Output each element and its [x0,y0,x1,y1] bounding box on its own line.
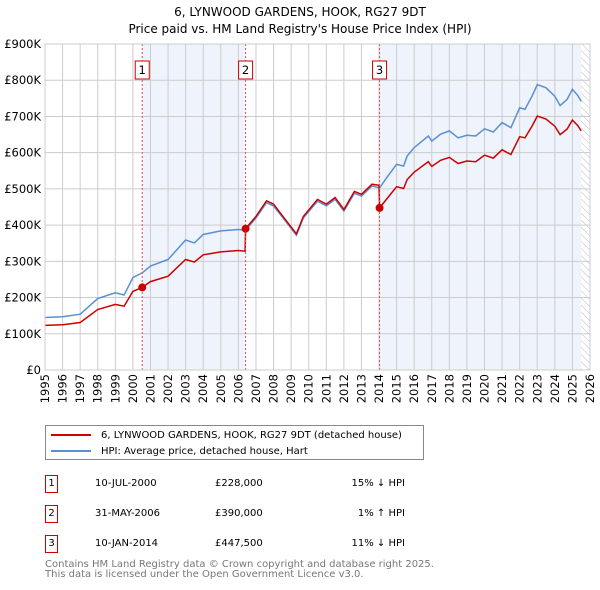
x-tick-label: 2020 [478,374,492,403]
sale-price: £447,500 [215,538,263,549]
x-tick-label: 2011 [319,374,333,403]
x-tick-label: 1995 [38,374,52,403]
x-tick-label: 2018 [442,374,456,403]
sale-label-box [372,60,388,80]
x-tick-label: 2013 [354,374,368,403]
plot-border [44,43,591,371]
x-tick-label: 2001 [143,374,157,403]
sale-row: 3 10-JAN-2014 £447,500 11% ↓ HPI [45,535,445,555]
sale-row: 2 31-MAY-2006 £390,000 1% ↑ HPI [45,505,445,525]
legend-swatch [51,434,91,436]
y-tick-label: £400K [4,218,41,232]
x-tick-label: 2002 [161,374,175,403]
sale-row: 1 10-JUL-2000 £228,000 15% ↓ HPI [45,475,445,495]
sale-hpi-diff: 11% ↓ HPI [351,538,405,549]
y-tick-label: £0 [26,363,41,377]
x-tick-label: 1998 [91,374,105,403]
sale-number-badge: 2 [45,505,58,523]
chart-title: 6, LYNWOOD GARDENS, HOOK, RG27 9DT [174,5,426,19]
x-tick-label: 2024 [548,374,562,403]
sale-price: £228,000 [215,478,263,489]
footer: Contains HM Land Registry data © Crown c… [45,560,434,580]
sale-date: 10-JUL-2000 [95,478,157,489]
sale-label: 1 [139,63,146,77]
x-tick-label: 2007 [249,374,263,403]
x-tick-label: 1996 [56,374,70,403]
y-tick-label: £800K [4,73,41,87]
y-tick-label: £500K [4,182,41,196]
sale-label: 2 [242,63,249,77]
legend-label: 6, LYNWOOD GARDENS, HOOK, RG27 9DT (deta… [101,429,402,441]
x-tick-label: 2003 [179,374,193,403]
sale-hpi-diff: 1% ↑ HPI [357,508,405,519]
sale-label-box [238,60,254,80]
x-tick-label: 1997 [73,374,87,403]
x-tick-label: 2019 [460,374,474,403]
x-tick-label: 2022 [513,374,527,403]
x-tick-label: 2010 [302,374,316,403]
y-tick-label: £100K [4,327,41,341]
x-tick-label: 1999 [108,374,122,403]
x-tick-label: 2026 [583,374,597,403]
legend-swatch [51,450,91,452]
y-tick-label: £300K [4,254,41,268]
shade-period [379,44,582,370]
y-tick-label: £200K [4,291,41,305]
footer-line2: This data is licensed under the Open Gov… [45,569,364,580]
sale-point [375,203,384,212]
legend-label: HPI: Average price, detached house, Hart [101,445,308,457]
y-tick-label: £900K [4,37,41,51]
legend-item-property: 6, LYNWOOD GARDENS, HOOK, RG27 9DT (deta… [51,427,402,443]
y-tick-label: £600K [4,146,41,160]
property-price-line [44,115,582,327]
x-tick-label: 2023 [530,374,544,403]
sale-number-badge: 3 [45,535,58,553]
x-tick-label: 2017 [425,374,439,403]
x-tick-label: 2015 [390,374,404,403]
x-tick-label: 2004 [196,374,210,403]
x-tick-label: 2012 [337,374,351,403]
x-tick-label: 2006 [231,374,245,403]
legend: 6, LYNWOOD GARDENS, HOOK, RG27 9DT (deta… [45,425,424,460]
x-tick-label: 2016 [407,374,421,403]
shade-period [142,44,246,370]
chart-svg: 6, LYNWOOD GARDENS, HOOK, RG27 9DT Price… [4,5,597,403]
x-tick-label: 2009 [284,374,298,403]
hpi-line [44,83,582,319]
x-tick-label: 2000 [126,374,140,403]
sale-point [138,283,147,292]
legend-item-hpi: HPI: Average price, detached house, Hart [51,443,308,459]
sale-label-box [134,60,150,80]
sale-point [241,224,250,233]
footer-line1: Contains HM Land Registry data © Crown c… [45,559,434,570]
x-tick-label: 2008 [267,374,281,403]
sale-label: 3 [376,63,383,77]
sale-hpi-diff: 15% ↓ HPI [351,478,405,489]
x-tick-label: 2005 [214,374,228,403]
forecast-hatch [581,44,590,370]
y-tick-label: £700K [4,109,41,123]
sale-number-badge: 1 [45,475,58,493]
sale-date: 10-JAN-2014 [95,538,159,549]
chart-subtitle: Price paid vs. HM Land Registry's House … [128,22,471,36]
sale-price: £390,000 [215,508,263,519]
x-tick-label: 2021 [495,374,509,403]
sale-date: 31-MAY-2006 [95,508,161,519]
x-tick-label: 2014 [372,374,386,403]
x-tick-label: 2025 [565,374,579,403]
